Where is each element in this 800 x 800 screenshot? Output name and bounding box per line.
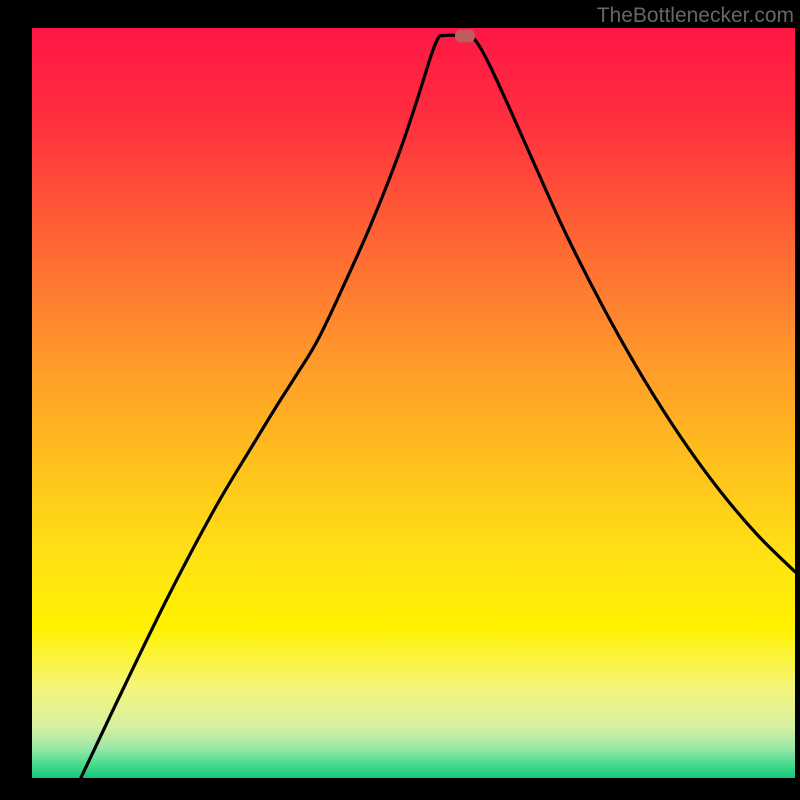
plot-area <box>32 28 795 778</box>
chart-container: TheBottlenecker.com <box>0 0 800 800</box>
optimum-marker <box>455 29 475 42</box>
watermark-text: TheBottlenecker.com <box>597 4 794 28</box>
bottleneck-curve <box>32 28 795 778</box>
